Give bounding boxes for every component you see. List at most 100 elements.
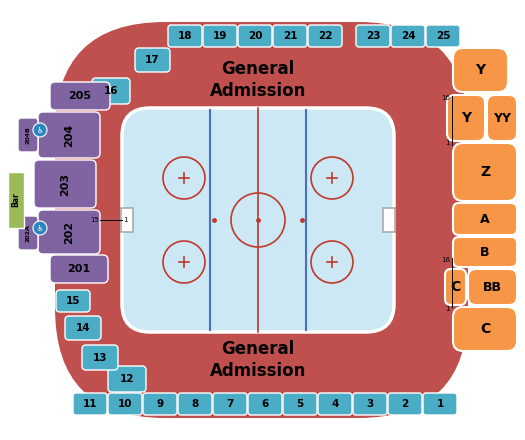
Text: Z: Z xyxy=(480,165,490,179)
Text: 14: 14 xyxy=(76,323,90,333)
FancyBboxPatch shape xyxy=(248,393,282,415)
Text: 21: 21 xyxy=(283,31,297,41)
FancyBboxPatch shape xyxy=(308,25,342,47)
FancyBboxPatch shape xyxy=(487,95,517,141)
FancyBboxPatch shape xyxy=(18,216,38,250)
Text: 24: 24 xyxy=(401,31,415,41)
Text: 204B: 204B xyxy=(26,126,30,144)
FancyBboxPatch shape xyxy=(143,393,177,415)
FancyBboxPatch shape xyxy=(38,210,100,254)
FancyBboxPatch shape xyxy=(388,393,422,415)
Text: 7: 7 xyxy=(226,399,234,409)
Text: A: A xyxy=(480,213,490,225)
FancyBboxPatch shape xyxy=(38,112,100,158)
Text: 4: 4 xyxy=(331,399,339,409)
Text: 16: 16 xyxy=(441,257,450,263)
Text: 6: 6 xyxy=(261,399,269,409)
FancyBboxPatch shape xyxy=(34,160,96,208)
FancyBboxPatch shape xyxy=(178,393,212,415)
FancyBboxPatch shape xyxy=(283,393,317,415)
Text: C: C xyxy=(480,322,490,336)
Text: ♿: ♿ xyxy=(37,125,44,135)
FancyBboxPatch shape xyxy=(453,203,517,235)
FancyBboxPatch shape xyxy=(213,393,247,415)
Text: 16: 16 xyxy=(104,86,118,96)
FancyBboxPatch shape xyxy=(50,82,110,110)
FancyBboxPatch shape xyxy=(203,25,237,47)
FancyBboxPatch shape xyxy=(453,143,517,201)
Text: ♿: ♿ xyxy=(37,224,44,232)
FancyBboxPatch shape xyxy=(453,307,517,351)
Circle shape xyxy=(33,123,47,137)
FancyBboxPatch shape xyxy=(423,393,457,415)
Text: 19: 19 xyxy=(213,31,227,41)
Text: 1: 1 xyxy=(436,399,444,409)
FancyBboxPatch shape xyxy=(445,269,466,305)
Text: 205: 205 xyxy=(68,91,91,101)
FancyBboxPatch shape xyxy=(447,95,485,141)
Text: 22: 22 xyxy=(318,31,332,41)
FancyBboxPatch shape xyxy=(50,255,108,283)
Text: B: B xyxy=(480,246,490,259)
Text: 5: 5 xyxy=(297,399,303,409)
FancyBboxPatch shape xyxy=(108,393,142,415)
Text: 15: 15 xyxy=(66,296,80,306)
Text: 1: 1 xyxy=(446,306,450,312)
Text: General
Admission: General Admission xyxy=(210,340,306,380)
FancyBboxPatch shape xyxy=(391,25,425,47)
FancyBboxPatch shape xyxy=(468,269,517,305)
Text: 201: 201 xyxy=(67,264,90,274)
Text: 13: 13 xyxy=(93,352,107,363)
FancyBboxPatch shape xyxy=(168,25,202,47)
Bar xyxy=(121,208,133,232)
Text: Y: Y xyxy=(476,63,486,77)
Text: Bar: Bar xyxy=(12,193,20,207)
FancyBboxPatch shape xyxy=(135,48,170,72)
Text: 9: 9 xyxy=(156,399,164,409)
Text: 20: 20 xyxy=(248,31,262,41)
Text: 1: 1 xyxy=(446,140,450,146)
Text: 202: 202 xyxy=(64,220,74,244)
FancyBboxPatch shape xyxy=(122,108,394,332)
Text: 204: 204 xyxy=(64,123,74,147)
Text: General
Admission: General Admission xyxy=(210,60,306,100)
FancyBboxPatch shape xyxy=(73,393,107,415)
FancyBboxPatch shape xyxy=(453,48,508,92)
FancyBboxPatch shape xyxy=(18,118,38,152)
Text: 23: 23 xyxy=(366,31,380,41)
FancyBboxPatch shape xyxy=(353,393,387,415)
Text: YY: YY xyxy=(493,111,511,125)
FancyBboxPatch shape xyxy=(92,78,130,104)
Text: 203: 203 xyxy=(60,172,70,195)
Text: 2: 2 xyxy=(402,399,408,409)
FancyBboxPatch shape xyxy=(356,25,390,47)
Bar xyxy=(383,208,395,232)
Text: 8: 8 xyxy=(192,399,198,409)
FancyBboxPatch shape xyxy=(56,290,90,312)
Text: 18: 18 xyxy=(178,31,192,41)
Text: C: C xyxy=(450,280,460,294)
Text: 15: 15 xyxy=(90,217,99,223)
FancyBboxPatch shape xyxy=(273,25,307,47)
Bar xyxy=(8,172,24,228)
Circle shape xyxy=(33,221,47,235)
FancyBboxPatch shape xyxy=(453,237,517,267)
FancyBboxPatch shape xyxy=(108,366,146,392)
Text: Y: Y xyxy=(461,111,471,125)
Text: 202A: 202A xyxy=(26,224,30,242)
FancyBboxPatch shape xyxy=(65,316,101,340)
Text: 1: 1 xyxy=(123,217,128,223)
FancyBboxPatch shape xyxy=(82,345,118,370)
Text: 11: 11 xyxy=(83,399,97,409)
FancyBboxPatch shape xyxy=(318,393,352,415)
Text: 10: 10 xyxy=(118,399,132,409)
Text: 17: 17 xyxy=(145,55,160,65)
FancyBboxPatch shape xyxy=(426,25,460,47)
Text: 3: 3 xyxy=(366,399,374,409)
FancyBboxPatch shape xyxy=(238,25,272,47)
Text: 12: 12 xyxy=(120,374,134,384)
FancyBboxPatch shape xyxy=(55,22,468,418)
Text: 25: 25 xyxy=(436,31,450,41)
Text: BB: BB xyxy=(483,281,502,293)
Text: 16: 16 xyxy=(441,95,450,101)
